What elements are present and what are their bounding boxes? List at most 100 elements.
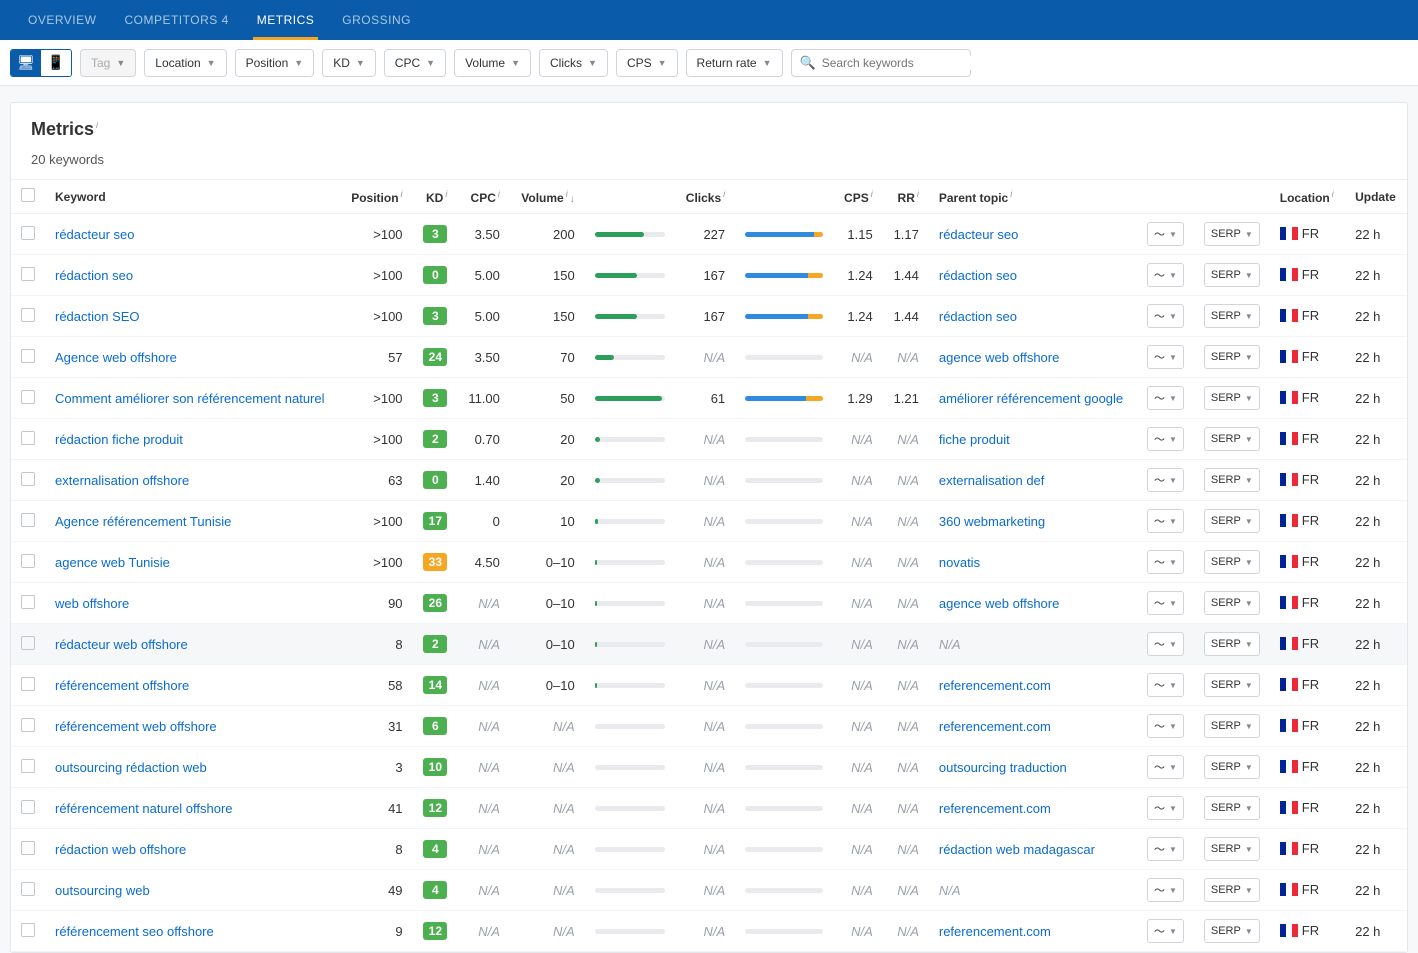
- volume-filter[interactable]: Volume▼: [454, 49, 531, 77]
- parent-topic-link[interactable]: améliorer référencement google: [939, 391, 1123, 406]
- serp-button[interactable]: SERP▼: [1204, 550, 1260, 574]
- parent-topic-link[interactable]: agence web offshore: [939, 350, 1059, 365]
- trend-button[interactable]: 〜▼: [1147, 345, 1184, 369]
- keyword-link[interactable]: outsourcing web: [55, 883, 150, 898]
- keyword-link[interactable]: Comment améliorer son référencement natu…: [55, 391, 325, 406]
- trend-button[interactable]: 〜▼: [1147, 673, 1184, 697]
- trend-button[interactable]: 〜▼: [1147, 550, 1184, 574]
- cps-filter[interactable]: CPS▼: [616, 49, 678, 77]
- nav-tab-metrics[interactable]: METRICS: [243, 0, 329, 40]
- kd-filter[interactable]: KD▼: [322, 49, 376, 77]
- parent-topic-link[interactable]: referencement.com: [939, 801, 1051, 816]
- row-checkbox[interactable]: [21, 923, 35, 937]
- row-checkbox[interactable]: [21, 308, 35, 322]
- serp-button[interactable]: SERP▼: [1204, 386, 1260, 410]
- serp-button[interactable]: SERP▼: [1204, 755, 1260, 779]
- keyword-link[interactable]: Agence référencement Tunisie: [55, 514, 231, 529]
- trend-button[interactable]: 〜▼: [1147, 304, 1184, 328]
- row-checkbox[interactable]: [21, 431, 35, 445]
- keyword-link[interactable]: outsourcing rédaction web: [55, 760, 207, 775]
- position-filter[interactable]: Position▼: [235, 49, 315, 77]
- parent-topic-link[interactable]: rédaction seo: [939, 268, 1017, 283]
- row-checkbox[interactable]: [21, 267, 35, 281]
- trend-button[interactable]: 〜▼: [1147, 632, 1184, 656]
- col-rr[interactable]: RRi: [883, 180, 929, 214]
- col-position[interactable]: Positioni: [340, 180, 413, 214]
- trend-button[interactable]: 〜▼: [1147, 509, 1184, 533]
- keyword-link[interactable]: web offshore: [55, 596, 129, 611]
- location-filter[interactable]: Location▼: [144, 49, 226, 77]
- serp-button[interactable]: SERP▼: [1204, 509, 1260, 533]
- col-cps[interactable]: CPSi: [833, 180, 883, 214]
- trend-button[interactable]: 〜▼: [1147, 591, 1184, 615]
- keyword-link[interactable]: référencement naturel offshore: [55, 801, 233, 816]
- parent-topic-link[interactable]: rédaction seo: [939, 309, 1017, 324]
- trend-button[interactable]: 〜▼: [1147, 755, 1184, 779]
- col-location[interactable]: Locationi: [1270, 180, 1345, 214]
- row-checkbox[interactable]: [21, 472, 35, 486]
- parent-topic-link[interactable]: outsourcing traduction: [939, 760, 1067, 775]
- trend-button[interactable]: 〜▼: [1147, 386, 1184, 410]
- row-checkbox[interactable]: [21, 759, 35, 773]
- col-cpc[interactable]: CPCi: [457, 180, 510, 214]
- trend-button[interactable]: 〜▼: [1147, 468, 1184, 492]
- col-keyword[interactable]: Keyword: [45, 180, 340, 214]
- keyword-link[interactable]: rédaction fiche produit: [55, 432, 183, 447]
- search-input[interactable]: [822, 56, 977, 70]
- serp-button[interactable]: SERP▼: [1204, 345, 1260, 369]
- col-clicks[interactable]: Clicksi: [675, 180, 735, 214]
- row-checkbox[interactable]: [21, 800, 35, 814]
- cpc-filter[interactable]: CPC▼: [384, 49, 446, 77]
- parent-topic-link[interactable]: rédacteur seo: [939, 227, 1019, 242]
- col-parent[interactable]: Parent topici: [929, 180, 1137, 214]
- serp-button[interactable]: SERP▼: [1204, 632, 1260, 656]
- serp-button[interactable]: SERP▼: [1204, 714, 1260, 738]
- col-kd[interactable]: KDi: [413, 180, 458, 214]
- parent-topic-link[interactable]: referencement.com: [939, 924, 1051, 939]
- row-checkbox[interactable]: [21, 390, 35, 404]
- row-checkbox[interactable]: [21, 513, 35, 527]
- mobile-icon[interactable]: 📱: [41, 50, 71, 76]
- keyword-link[interactable]: rédacteur seo: [55, 227, 135, 242]
- parent-topic-link[interactable]: fiche produit: [939, 432, 1010, 447]
- return-rate-filter[interactable]: Return rate▼: [686, 49, 783, 77]
- keyword-link[interactable]: agence web Tunisie: [55, 555, 170, 570]
- serp-button[interactable]: SERP▼: [1204, 878, 1260, 902]
- serp-button[interactable]: SERP▼: [1204, 263, 1260, 287]
- nav-tab-competitors-4[interactable]: COMPETITORS 4: [110, 0, 242, 40]
- row-checkbox[interactable]: [21, 226, 35, 240]
- keyword-link[interactable]: rédaction seo: [55, 268, 133, 283]
- trend-button[interactable]: 〜▼: [1147, 427, 1184, 451]
- trend-button[interactable]: 〜▼: [1147, 263, 1184, 287]
- row-checkbox[interactable]: [21, 841, 35, 855]
- serp-button[interactable]: SERP▼: [1204, 796, 1260, 820]
- row-checkbox[interactable]: [21, 677, 35, 691]
- row-checkbox[interactable]: [21, 349, 35, 363]
- trend-button[interactable]: 〜▼: [1147, 919, 1184, 943]
- row-checkbox[interactable]: [21, 636, 35, 650]
- nav-tab-grossing[interactable]: GROSSING: [328, 0, 425, 40]
- nav-tab-overview[interactable]: OVERVIEW: [14, 0, 110, 40]
- serp-button[interactable]: SERP▼: [1204, 427, 1260, 451]
- parent-topic-link[interactable]: agence web offshore: [939, 596, 1059, 611]
- trend-button[interactable]: 〜▼: [1147, 796, 1184, 820]
- serp-button[interactable]: SERP▼: [1204, 837, 1260, 861]
- keyword-link[interactable]: externalisation offshore: [55, 473, 189, 488]
- serp-button[interactable]: SERP▼: [1204, 468, 1260, 492]
- trend-button[interactable]: 〜▼: [1147, 837, 1184, 861]
- trend-button[interactable]: 〜▼: [1147, 714, 1184, 738]
- keyword-link[interactable]: rédaction SEO: [55, 309, 140, 324]
- parent-topic-link[interactable]: referencement.com: [939, 678, 1051, 693]
- serp-button[interactable]: SERP▼: [1204, 673, 1260, 697]
- row-checkbox[interactable]: [21, 718, 35, 732]
- keyword-link[interactable]: rédacteur web offshore: [55, 637, 188, 652]
- row-checkbox[interactable]: [21, 882, 35, 896]
- trend-button[interactable]: 〜▼: [1147, 222, 1184, 246]
- serp-button[interactable]: SERP▼: [1204, 304, 1260, 328]
- col-update[interactable]: Update: [1345, 180, 1407, 214]
- serp-button[interactable]: SERP▼: [1204, 591, 1260, 615]
- keyword-link[interactable]: rédaction web offshore: [55, 842, 186, 857]
- keyword-link[interactable]: référencement offshore: [55, 678, 189, 693]
- keyword-link[interactable]: Agence web offshore: [55, 350, 177, 365]
- serp-button[interactable]: SERP▼: [1204, 222, 1260, 246]
